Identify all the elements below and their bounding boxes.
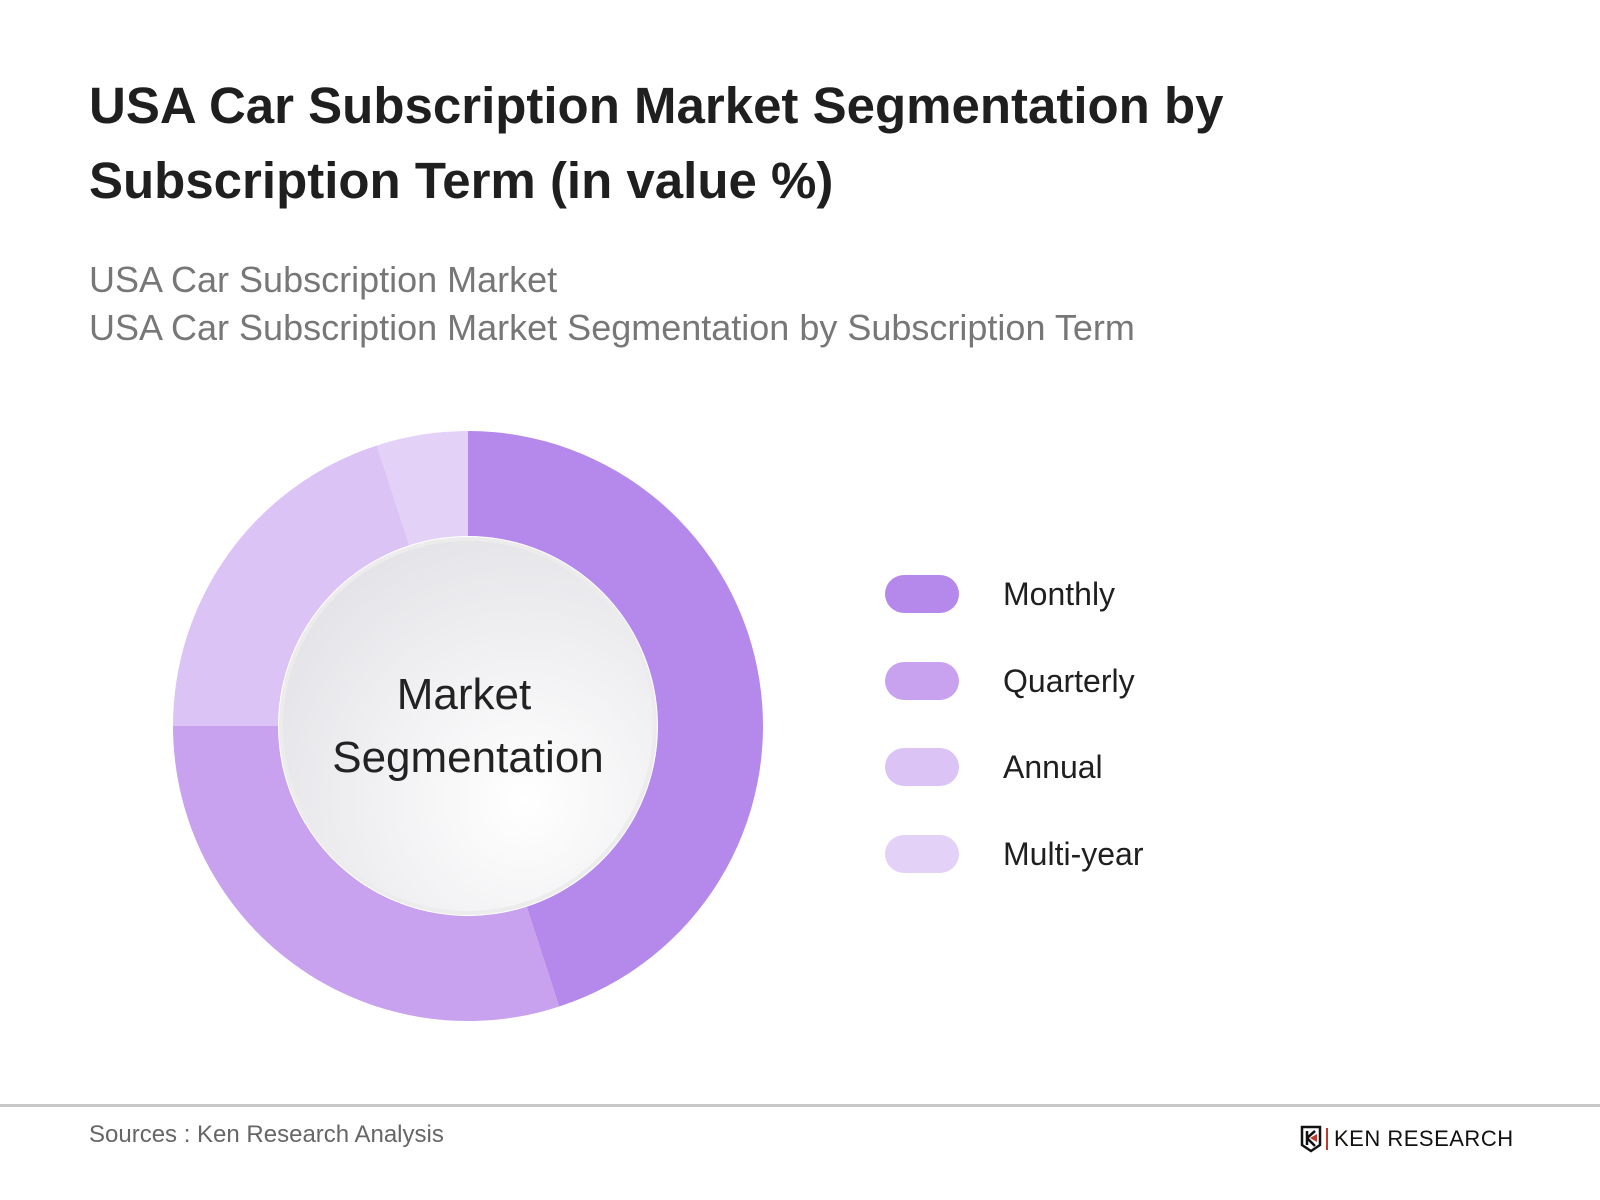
ken-research-logo: KEN RESEARCH: [1300, 1125, 1514, 1153]
source-note: Sources : Ken Research Analysis: [89, 1121, 444, 1148]
donut-center: [279, 537, 657, 915]
legend-item-monthly: Monthly: [885, 574, 1115, 614]
legend-item-quarterly: Quarterly: [885, 661, 1135, 701]
chart-title: USA Car Subscription Market Segmentation…: [89, 77, 1224, 209]
legend-label: Quarterly: [1003, 662, 1135, 699]
logo-text: KEN RESEARCH: [1334, 1126, 1514, 1151]
ken-research-shield-icon: [1300, 1125, 1322, 1153]
legend-swatch: [885, 835, 959, 873]
chart-subtitle-1: USA Car Subscription Market: [89, 259, 558, 300]
donut-chart: Market Segmentation: [172, 431, 763, 1022]
legend-label: Multi-year: [1003, 835, 1144, 872]
legend-swatch: [885, 662, 959, 700]
legend-item-annual: Annual: [885, 747, 1103, 787]
legend-swatch: [885, 575, 959, 613]
slice-annual: [173, 445, 410, 726]
chart-subtitle-2: USA Car Subscription Market Segmentation…: [89, 307, 1135, 348]
center-label-line-1: Market: [397, 670, 531, 719]
slice-multi-year: [376, 431, 468, 546]
logo-divider: [1326, 1128, 1328, 1150]
footer-divider: [0, 1104, 1600, 1107]
slice-quarterly: [172, 726, 560, 1022]
legend-swatch: [885, 748, 959, 786]
legend-label: Monthly: [1003, 575, 1116, 612]
center-label-line-2: Segmentation: [332, 733, 604, 782]
legend-label: Annual: [1003, 748, 1103, 785]
legend-item-multi-year: Multi-year: [885, 834, 1143, 874]
slice-monthly: [468, 431, 763, 1007]
